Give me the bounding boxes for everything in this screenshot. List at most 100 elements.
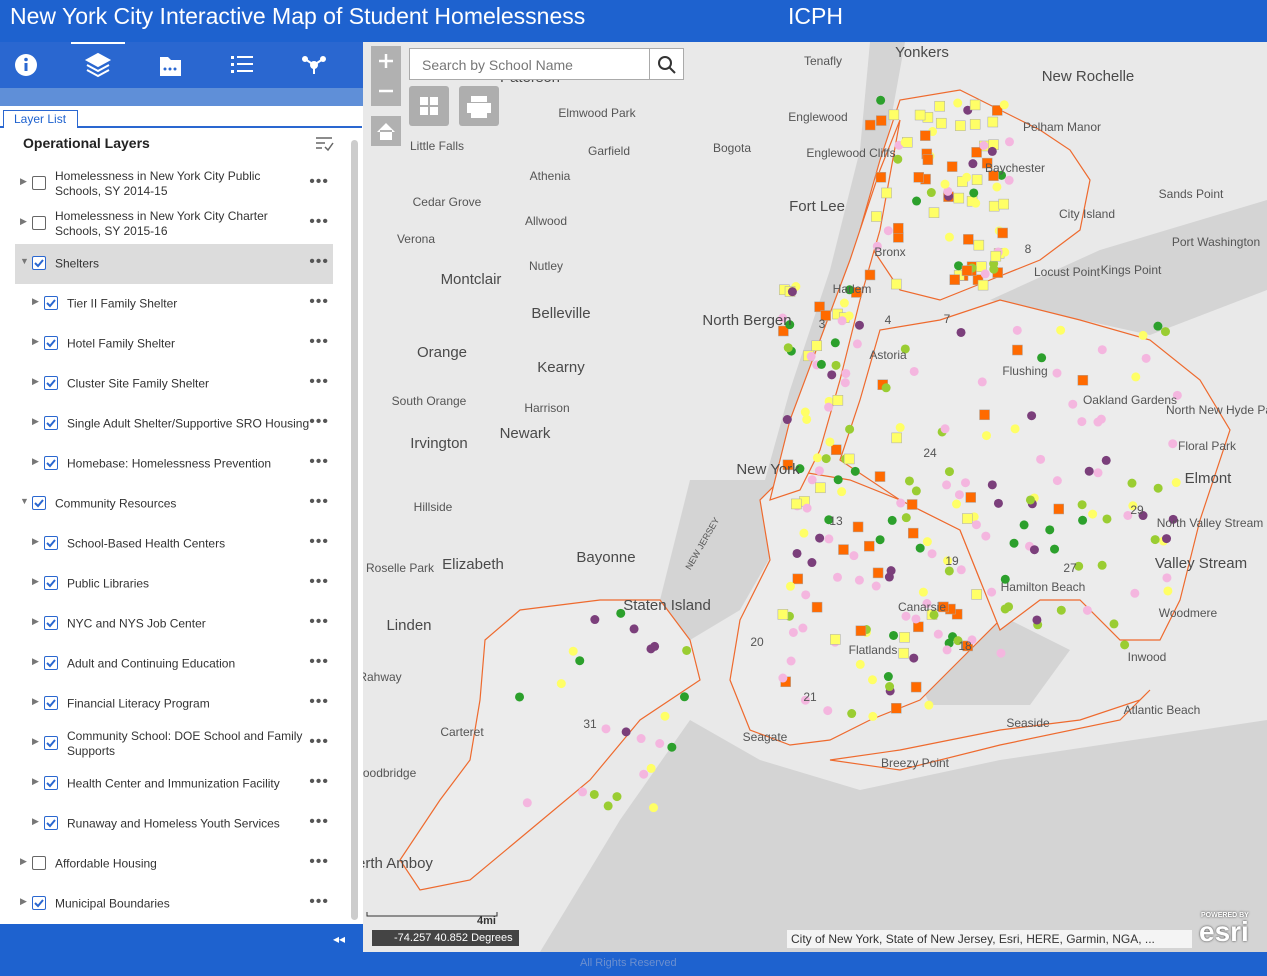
checkbox[interactable]	[32, 496, 46, 510]
layers-icon[interactable]	[84, 52, 112, 78]
layer-menu[interactable]: •••	[309, 613, 329, 630]
checkbox[interactable]	[32, 856, 46, 870]
map-marker	[1078, 515, 1088, 525]
map-marker	[987, 146, 997, 156]
expand-arrow[interactable]: ▶	[32, 816, 39, 826]
expand-arrow[interactable]: ▶	[32, 616, 39, 626]
map-marker	[942, 480, 952, 490]
map-marker	[996, 648, 1006, 658]
share-icon[interactable]	[302, 56, 326, 74]
expand-arrow[interactable]: ▶	[32, 416, 39, 426]
checkbox[interactable]	[44, 536, 58, 550]
layer-menu[interactable]: •••	[309, 653, 329, 670]
layer-menu[interactable]: •••	[309, 213, 329, 230]
place-label: Seaside	[1006, 716, 1050, 730]
place-label: Harrison	[524, 401, 569, 415]
options-icon[interactable]	[314, 134, 334, 152]
checkbox[interactable]	[44, 816, 58, 830]
folder-icon[interactable]	[160, 57, 181, 76]
layer-menu[interactable]: •••	[309, 173, 329, 190]
map-marker	[1102, 514, 1112, 524]
place-label: 29	[1130, 503, 1144, 517]
place-label: Elmwood Park	[558, 106, 636, 120]
map-marker	[840, 378, 850, 388]
layer-menu[interactable]: •••	[309, 533, 329, 550]
place-label: Sands Point	[1159, 187, 1224, 201]
expand-arrow[interactable]: ▶	[32, 656, 39, 666]
checkbox[interactable]	[44, 696, 58, 710]
expand-arrow[interactable]: ▶	[32, 696, 39, 706]
map-marker	[788, 627, 798, 637]
layer-list-tab[interactable]: Layer List	[3, 110, 78, 128]
checkbox[interactable]	[32, 256, 46, 270]
search-box[interactable]: Search by School Name	[409, 48, 650, 80]
expand-arrow[interactable]: ▶	[20, 896, 27, 906]
map-buttons[interactable]	[409, 86, 501, 128]
collapse-icon[interactable]: ◂◂	[333, 932, 346, 946]
expand-arrow[interactable]: ▶	[32, 336, 39, 346]
expand-arrow[interactable]: ▶	[32, 576, 39, 586]
checkbox[interactable]	[44, 776, 58, 790]
map-marker	[927, 549, 937, 559]
checkbox[interactable]	[44, 656, 58, 670]
checkbox[interactable]	[44, 456, 58, 470]
expand-arrow[interactable]: ▼	[20, 496, 29, 506]
expand-arrow[interactable]: ▶	[32, 736, 39, 746]
expand-arrow[interactable]: ▶	[20, 176, 27, 186]
scale-label: 4mi	[477, 915, 496, 927]
layer-menu[interactable]: •••	[309, 413, 329, 430]
layer-menu[interactable]: •••	[309, 373, 329, 390]
scrollbar[interactable]	[351, 140, 358, 920]
checkbox[interactable]	[44, 576, 58, 590]
layer-menu[interactable]: •••	[309, 573, 329, 590]
expand-arrow[interactable]: ▶	[20, 856, 27, 866]
expand-arrow[interactable]: ▶	[32, 296, 39, 306]
expand-arrow[interactable]: ▶	[32, 456, 39, 466]
layer-menu[interactable]: •••	[309, 493, 329, 510]
map-marker	[778, 325, 789, 337]
expand-arrow[interactable]: ▶	[32, 776, 39, 786]
map-marker	[1171, 478, 1181, 488]
layer-menu[interactable]: •••	[309, 253, 329, 270]
place-label: Breezy Point	[881, 756, 950, 770]
checkbox[interactable]	[32, 216, 46, 230]
expand-arrow[interactable]: ▶	[32, 376, 39, 386]
checkbox[interactable]	[32, 176, 46, 190]
map-marker	[912, 196, 922, 206]
layer-menu[interactable]: •••	[309, 853, 329, 870]
layer-menu[interactable]: •••	[309, 453, 329, 470]
map-marker	[908, 527, 919, 539]
layer-menu[interactable]: •••	[309, 773, 329, 790]
layer-menu[interactable]: •••	[309, 693, 329, 710]
expand-arrow[interactable]: ▶	[32, 536, 39, 546]
layer-menu[interactable]: •••	[309, 333, 329, 350]
expand-arrow[interactable]: ▶	[20, 216, 27, 226]
expand-arrow[interactable]: ▼	[20, 256, 29, 266]
place-label: Nutley	[529, 259, 563, 273]
legend-icon[interactable]	[231, 56, 253, 73]
checkbox[interactable]	[44, 616, 58, 630]
layer-row: ▼ Community Resources •••	[15, 484, 333, 524]
boundary	[399, 599, 701, 891]
checkbox[interactable]	[44, 416, 58, 430]
layer-menu[interactable]: •••	[309, 893, 329, 910]
map-marker	[802, 414, 812, 424]
zoom-controls[interactable]	[371, 46, 403, 156]
layer-menu[interactable]: •••	[309, 733, 329, 750]
checkbox[interactable]	[32, 896, 46, 910]
layer-menu[interactable]: •••	[309, 813, 329, 830]
map-marker	[997, 170, 1007, 180]
layer-menu[interactable]: •••	[309, 293, 329, 310]
checkbox[interactable]	[44, 296, 58, 310]
map-marker	[864, 540, 875, 552]
map-marker	[650, 641, 660, 651]
checkbox[interactable]	[44, 336, 58, 350]
checkbox[interactable]	[44, 736, 58, 750]
map-marker	[844, 311, 854, 321]
layer-name: School-Based Health Centers	[67, 536, 226, 551]
checkbox[interactable]	[44, 376, 58, 390]
search-button[interactable]	[649, 48, 684, 80]
place-label: Verona	[397, 232, 435, 246]
place-label: 18	[958, 639, 972, 653]
